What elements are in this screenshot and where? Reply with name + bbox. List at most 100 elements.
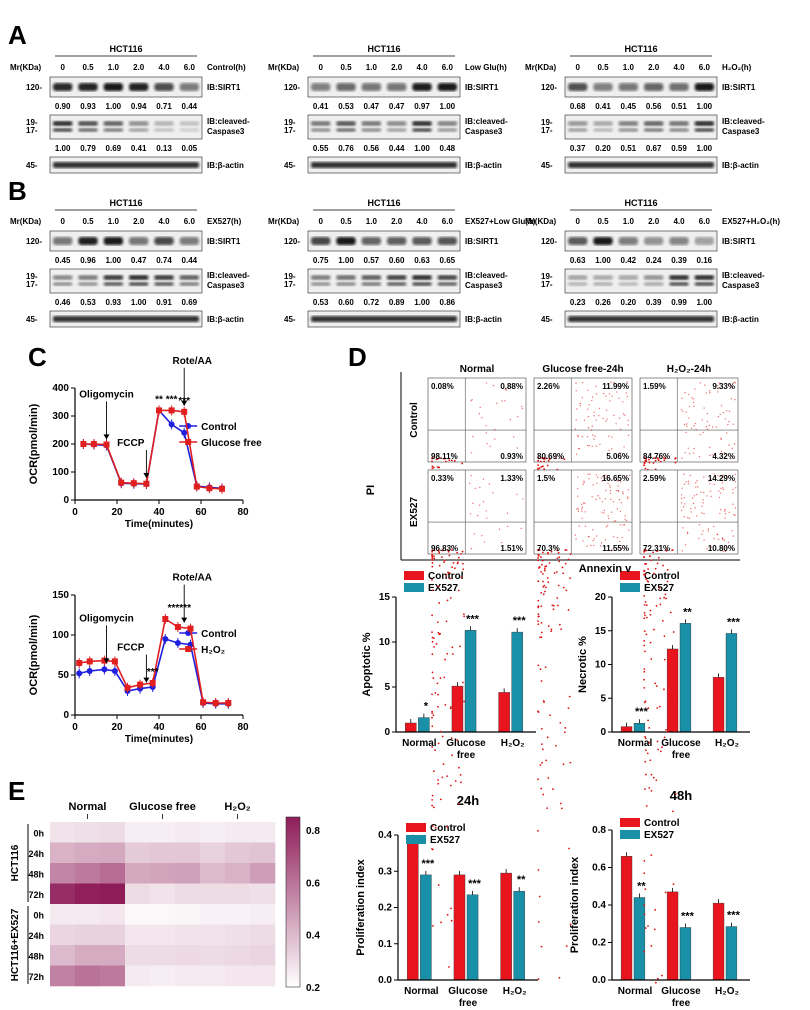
colorbar-tick-label: 0.4 (306, 931, 320, 942)
flow-event (663, 459, 666, 462)
heatmap-cell (225, 965, 251, 987)
flow-event (727, 541, 730, 544)
flow-event (588, 478, 590, 480)
flow-event (719, 492, 722, 494)
flow-event (575, 390, 577, 392)
flow-event (576, 408, 578, 410)
flow-plot: 1.5% 16.65% 70.3% 11.55% (533, 469, 633, 980)
blot-time-label: 2.0 (133, 217, 145, 226)
blot-marker: 120- (284, 237, 300, 246)
flow-event (713, 525, 715, 528)
flow-event (622, 492, 624, 495)
heatmap-cell (200, 883, 226, 905)
heatmap-cell (150, 965, 176, 987)
flow-event (581, 436, 584, 438)
flow-event (706, 428, 709, 430)
flow-event (643, 686, 646, 689)
heatmap-cell (75, 842, 101, 864)
flow-event (627, 497, 629, 500)
flow-event (702, 491, 705, 494)
blot-marker: 120- (26, 83, 42, 92)
flow-event (595, 445, 598, 447)
flow-event (643, 595, 646, 597)
legend-swatch (620, 583, 640, 592)
flow-event (599, 497, 601, 499)
flow-event (699, 382, 702, 384)
flow-event (581, 506, 584, 508)
blot-marker: 45- (541, 161, 553, 170)
flow-event (476, 514, 479, 517)
x-tick-label: 80 (237, 722, 249, 733)
flow-event (561, 566, 564, 569)
flow-event (721, 537, 724, 539)
blot-band (179, 121, 199, 126)
blot-time-label: 2.0 (391, 217, 403, 226)
y-tick-label: 15 (379, 592, 391, 603)
flow-event (647, 925, 649, 927)
blot-band (129, 128, 149, 132)
flow-event (431, 555, 434, 558)
flow-event (627, 489, 630, 491)
flow-event (537, 613, 540, 616)
flow-event (613, 414, 615, 417)
blot-band (179, 128, 199, 132)
blot-band (694, 237, 714, 245)
x-category-label: H₂O₂ (715, 986, 739, 997)
flow-event (643, 701, 646, 704)
bar (464, 630, 477, 733)
bar (679, 623, 692, 733)
flow-event (687, 482, 690, 485)
blot-band (412, 83, 432, 91)
flow-event (659, 750, 662, 753)
legend-marker (185, 646, 192, 652)
blot-cell-line: HCT116 (109, 44, 142, 54)
flow-plot-frame (639, 377, 739, 463)
blot-time-label: 4.0 (416, 63, 428, 72)
flow-plot: 0.33% 1.33% 96.83% 1.51% (427, 469, 527, 968)
flow-event (624, 414, 626, 416)
data-point (101, 666, 108, 673)
x-tick-label: 0 (72, 722, 78, 733)
flow-quadrant-ur: 14.29% (708, 474, 735, 483)
flow-event (623, 446, 625, 448)
blot-ib-label: Caspase3 (722, 281, 760, 290)
x-category-label: Glucose (661, 738, 701, 749)
heatmap-cell (250, 883, 276, 905)
blot-band (361, 282, 381, 286)
flow-event (582, 540, 584, 542)
flow-event (545, 586, 547, 589)
flow-event (565, 549, 568, 551)
flow-event (516, 493, 518, 496)
blot-quant: 0.56 (646, 102, 662, 111)
flow-event (666, 569, 669, 571)
flow-event (644, 788, 646, 791)
heatmap-cell (100, 842, 126, 864)
flow-plot-frame (427, 469, 527, 555)
flow-event (691, 397, 693, 399)
flow-event (645, 749, 647, 752)
flow-event (540, 787, 543, 790)
data-point (212, 700, 219, 706)
blot-band (311, 282, 331, 286)
blot-quant: 0.42 (621, 256, 637, 265)
blot-band (387, 237, 407, 245)
blot-marker: 19- (541, 272, 553, 281)
blot-band (53, 121, 73, 126)
data-point (101, 657, 108, 664)
flow-event (608, 435, 610, 437)
significance-stars: ****** (168, 603, 191, 614)
flow-event (558, 976, 561, 979)
y-tick-label: 200 (52, 439, 69, 450)
blot-band (437, 282, 457, 286)
flow-event (650, 559, 653, 562)
flow-event (654, 981, 657, 984)
flow-event (555, 457, 557, 460)
blot-band (361, 83, 381, 91)
blot-ib-label: IB:cleaved- (207, 117, 250, 126)
flow-event (602, 417, 604, 420)
blot-band (568, 275, 588, 280)
flow-event (438, 564, 441, 567)
annotation-arrowhead (103, 658, 110, 664)
flow-event (720, 487, 722, 490)
flow-event (446, 825, 449, 828)
